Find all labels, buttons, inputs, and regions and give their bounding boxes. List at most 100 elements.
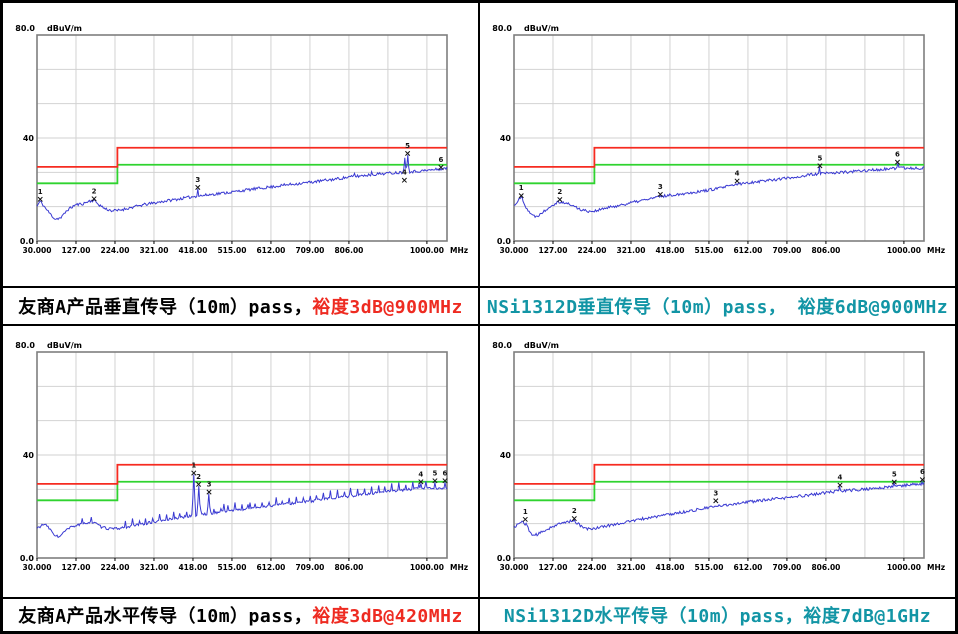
svg-text:127.00: 127.00 (62, 563, 91, 572)
svg-text:4: 4 (402, 169, 407, 177)
axis-labels: 80.0 dBuV/m 40 0.030.000 127.00 224.00 321.00 4… (15, 24, 468, 255)
emission-trace (36, 154, 448, 221)
plot-frame (513, 34, 925, 242)
svg-text:3: 3 (713, 489, 718, 497)
svg-text:3: 3 (195, 176, 200, 184)
plot-grid (513, 352, 924, 558)
peak-marker-6: 6 (442, 469, 448, 484)
svg-text:6: 6 (920, 468, 925, 476)
svg-text:dBuV/m: dBuV/m (47, 24, 82, 33)
svg-text:806.00: 806.00 (811, 246, 840, 255)
svg-text:40: 40 (500, 134, 512, 143)
plot-grid (36, 352, 447, 558)
svg-text:80.0: 80.0 (15, 24, 35, 33)
svg-text:321.00: 321.00 (139, 563, 168, 572)
limit-line-green (514, 163, 924, 185)
peak-marker-3: 3 (195, 176, 200, 190)
peak-marker-2: 2 (571, 507, 577, 522)
svg-text:30.000: 30.000 (23, 246, 52, 255)
peak-marker-4: 4 (734, 170, 740, 184)
svg-text:1: 1 (519, 184, 524, 192)
caption-margin-text: 裕度3dB@900MHz (312, 297, 463, 318)
svg-text:127.00: 127.00 (62, 246, 91, 255)
svg-text:1000.00: 1000.00 (410, 246, 444, 255)
peak-marker-6: 6 (438, 156, 444, 170)
limit-line-red (514, 463, 924, 485)
svg-text:dBuV/m: dBuV/m (47, 341, 82, 350)
svg-text:418.00: 418.00 (178, 563, 207, 572)
svg-text:MHz: MHz (450, 246, 468, 255)
svg-text:0.0: 0.0 (497, 554, 512, 563)
peak-marker-5: 5 (891, 471, 897, 485)
svg-text:1000.00: 1000.00 (887, 246, 921, 255)
limit-line-green (514, 480, 924, 502)
limit-line-red (514, 146, 924, 168)
svg-text:2: 2 (557, 188, 562, 196)
caption-nsi1312d-vertical: NSi1312D垂直传导（10m）pass， 裕度6dB@900MHz (480, 288, 955, 324)
svg-text:515.00: 515.00 (217, 563, 246, 572)
svg-text:dBuV/m: dBuV/m (524, 341, 559, 350)
svg-text:612.00: 612.00 (256, 246, 285, 255)
svg-text:1: 1 (38, 188, 43, 196)
svg-text:224.00: 224.00 (578, 563, 607, 572)
svg-text:806.00: 806.00 (811, 563, 840, 572)
emission-trace (513, 480, 925, 537)
svg-text:3: 3 (658, 183, 663, 191)
caption-nsi1312d-horizontal: NSi1312D水平传导（10m）pass， 裕度7dB@1GHz (480, 599, 955, 631)
svg-text:515.00: 515.00 (694, 246, 723, 255)
svg-text:6: 6 (895, 151, 900, 159)
svg-text:80.0: 80.0 (492, 24, 512, 33)
svg-text:612.00: 612.00 (256, 563, 285, 572)
svg-text:1: 1 (523, 508, 528, 516)
svg-text:321.00: 321.00 (139, 246, 168, 255)
svg-text:5: 5 (433, 469, 438, 477)
svg-text:709.00: 709.00 (772, 563, 801, 572)
emc-chart-nsi1312d-vertical: 1 2 3 4 5 6 80.0 dBuV/m 40 0.0 30.000 127.00 224.00 3… (492, 19, 955, 273)
caption-margin-text: 裕度7dB@1GHz (803, 606, 932, 627)
svg-text:515.00: 515.00 (694, 563, 723, 572)
svg-text:40: 40 (500, 451, 512, 460)
svg-text:127.00: 127.00 (539, 563, 568, 572)
svg-text:224.00: 224.00 (101, 246, 130, 255)
peak-marker-2: 2 (196, 473, 201, 487)
svg-text:418.00: 418.00 (655, 246, 684, 255)
svg-text:MHz: MHz (927, 246, 945, 255)
svg-text:6: 6 (439, 156, 444, 164)
axis-labels: 80.0 dBuV/m 40 0.030.000 127.00 224.00 321.00 4… (15, 341, 468, 572)
svg-text:612.00: 612.00 (733, 563, 762, 572)
caption-margin-text: 裕度6dB@900MHz (797, 297, 949, 318)
svg-text:1000.00: 1000.00 (410, 563, 444, 572)
svg-text:2: 2 (92, 187, 97, 195)
svg-text:0.0: 0.0 (20, 554, 35, 563)
svg-text:80.0: 80.0 (15, 341, 35, 350)
caption-competitor-a-vertical: 友商A产品垂直传导（10m）pass， 裕度3dB@900MHz (3, 288, 478, 324)
caption-margin-text: 裕度3dB@420MHz (312, 606, 463, 627)
svg-text:dBuV/m: dBuV/m (524, 24, 559, 33)
emission-trace (36, 474, 448, 539)
svg-text:1000.00: 1000.00 (887, 563, 921, 572)
svg-text:224.00: 224.00 (101, 563, 130, 572)
svg-text:80.0: 80.0 (492, 341, 512, 350)
peak-marker-6: 6 (894, 151, 900, 165)
chart-cell-competitor-a-horizontal: 1 2 3 4 5 6 80.0 dBuV/m 40 0.0 30.000 127.00 224.00 3… (3, 326, 478, 597)
caption-main-text: NSi1312D水平传导（10m）pass， (503, 606, 804, 627)
svg-text:3: 3 (207, 481, 212, 489)
svg-text:40: 40 (23, 134, 35, 143)
svg-text:MHz: MHz (450, 563, 468, 572)
peak-marker-5: 5 (817, 154, 822, 169)
caption-main-text: 友商A产品水平传导（10m）pass， (18, 606, 313, 627)
peak-marker-2: 2 (91, 187, 97, 202)
svg-text:224.00: 224.00 (578, 246, 607, 255)
svg-text:806.00: 806.00 (334, 563, 363, 572)
caption-main-text: 友商A产品垂直传导（10m）pass， (18, 297, 313, 318)
chart-cell-nsi1312d-vertical: 1 2 3 4 5 6 80.0 dBuV/m 40 0.0 30.000 127.00 224.00 3… (480, 3, 955, 286)
svg-text:MHz: MHz (927, 563, 945, 572)
limit-line-green (37, 163, 447, 185)
svg-text:30.000: 30.000 (500, 246, 529, 255)
limit-line-red (37, 146, 447, 168)
svg-text:5: 5 (405, 142, 410, 150)
limit-line-red (37, 463, 447, 485)
